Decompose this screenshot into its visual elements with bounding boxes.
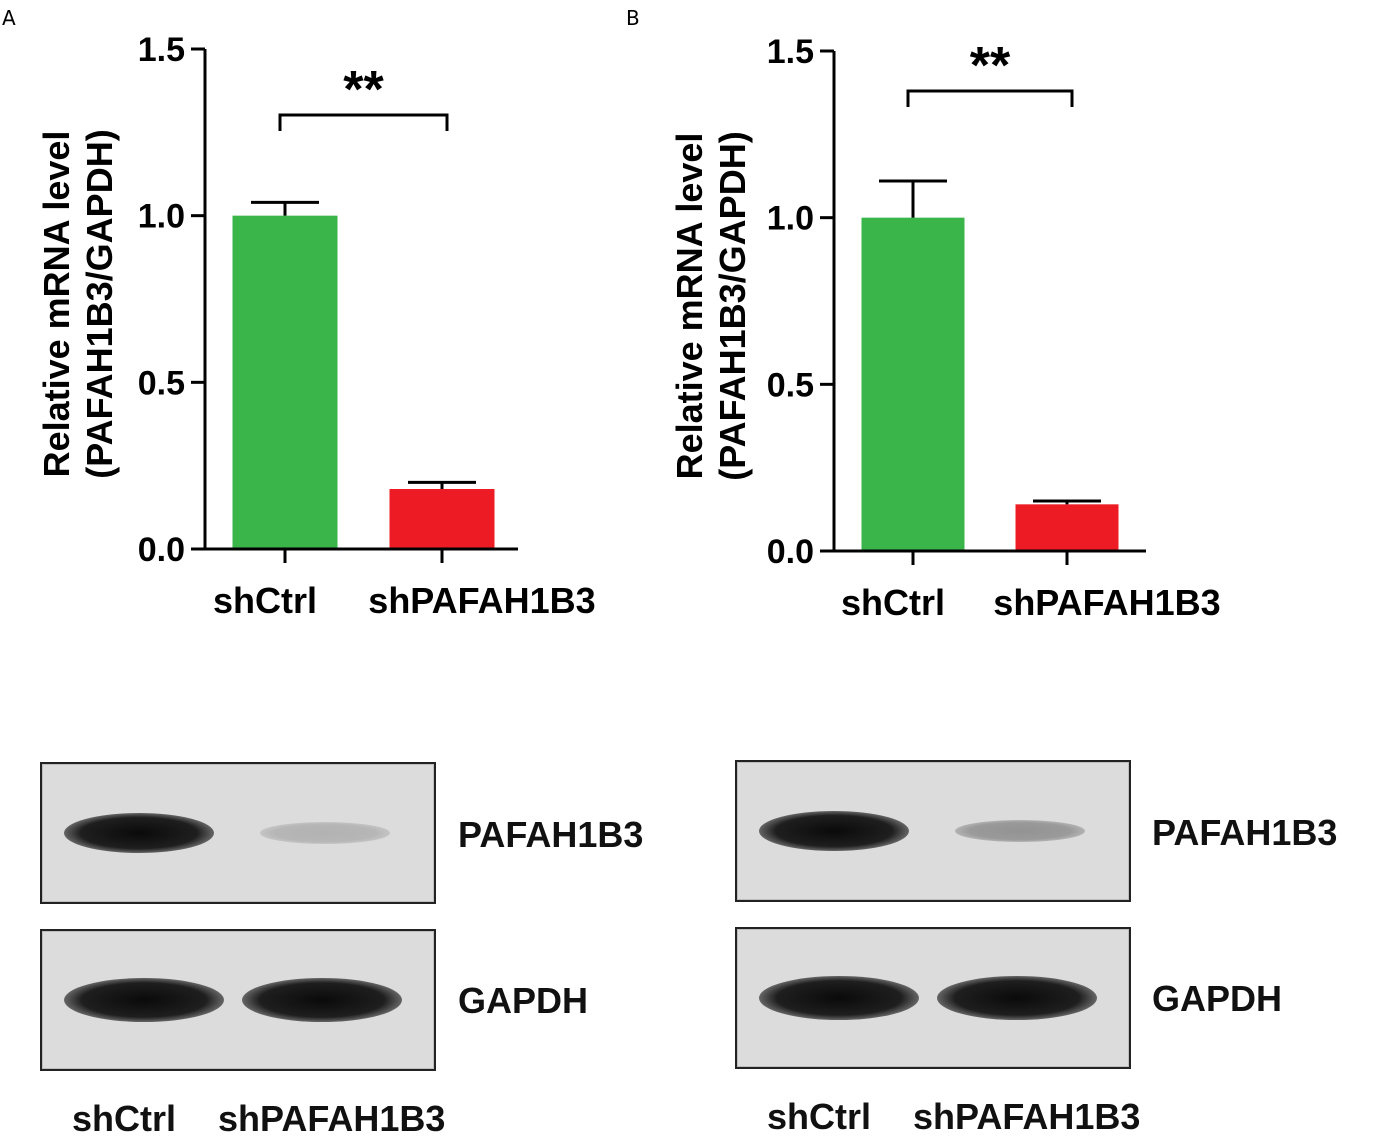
- bar-shctrl: [861, 217, 965, 551]
- blot-band: [260, 822, 390, 844]
- x-tick-label: shPAFAH1B3: [993, 582, 1220, 623]
- lane-label-shctrl: shCtrl: [72, 1098, 177, 1139]
- significance-bracket: [906, 89, 1074, 107]
- x-tick-label: shCtrl: [213, 580, 317, 621]
- significance-label: **: [970, 37, 1011, 95]
- western-blot-pafah1b3: [735, 760, 1131, 902]
- y-tick-label: 0.5: [767, 366, 814, 404]
- y-tick-label: 1.0: [138, 198, 185, 236]
- western-blot-gapdh: [735, 927, 1131, 1069]
- panel-a: A 0.0 0.5 1.0 1.5 shCtrl shPAFAH1B3 Relative m…: [0, 0, 686, 1139]
- y-tick-label: 1.5: [138, 31, 185, 69]
- y-tick-label: 0.0: [767, 533, 814, 571]
- blot-band: [64, 978, 224, 1022]
- lane-label-shctrl: shCtrl: [767, 1096, 872, 1137]
- x-tick-label: shCtrl: [841, 582, 945, 623]
- blot-band: [759, 811, 909, 851]
- bar-shpafah1b3: [1015, 504, 1119, 551]
- blot-label-pafah1b3: PAFAH1B3: [1152, 812, 1338, 853]
- blot-band: [64, 813, 214, 853]
- y-axis-label: Relative mRNA level: [36, 131, 77, 478]
- western-blot-pafah1b3: [40, 762, 436, 904]
- significance-label: **: [343, 61, 384, 119]
- blot-label-gapdh: GAPDH: [458, 980, 589, 1021]
- lane-label-shpafah1b3: shPAFAH1B3: [913, 1096, 1141, 1137]
- blot-label-gapdh: GAPDH: [1152, 978, 1283, 1019]
- blot-band: [937, 976, 1097, 1020]
- blot-band: [955, 820, 1085, 842]
- blot-band: [242, 978, 402, 1022]
- lane-label-shpafah1b3: shPAFAH1B3: [218, 1098, 446, 1139]
- blot-label-pafah1b3: PAFAH1B3: [458, 814, 644, 855]
- x-tick-label: shPAFAH1B3: [368, 580, 595, 621]
- y-tick-label: 0.5: [138, 364, 185, 402]
- bar-chart-b: 0.0 0.5 1.0 1.5 shCtrl shPAFAH1B3 Relative mRN…: [669, 33, 1221, 623]
- panel-letter: A: [2, 6, 16, 30]
- bar-shpafah1b3: [389, 489, 495, 549]
- panel-letter: B: [626, 6, 640, 30]
- bar-shctrl: [232, 215, 338, 549]
- y-tick-label: 1.0: [767, 200, 814, 238]
- significance-bracket: [278, 113, 449, 131]
- y-axis-label: (PAFAH1B3/GAPDH): [712, 131, 753, 480]
- y-axis-label: (PAFAH1B3/GAPDH): [79, 129, 120, 478]
- y-tick-label: 0.0: [138, 531, 185, 569]
- y-tick-label: 1.5: [767, 33, 814, 71]
- blot-band: [759, 976, 919, 1020]
- western-blot-gapdh: [40, 929, 436, 1071]
- y-axis-label: Relative mRNA level: [669, 133, 710, 480]
- bar-chart-a: 0.0 0.5 1.0 1.5 shCtrl shPAFAH1B3 Relative mRN…: [36, 31, 596, 621]
- panel-b: B 0.0 0.5 1.0 1.5 shCtrl shPAFAH1B3 Relative m…: [626, 0, 1337, 1138]
